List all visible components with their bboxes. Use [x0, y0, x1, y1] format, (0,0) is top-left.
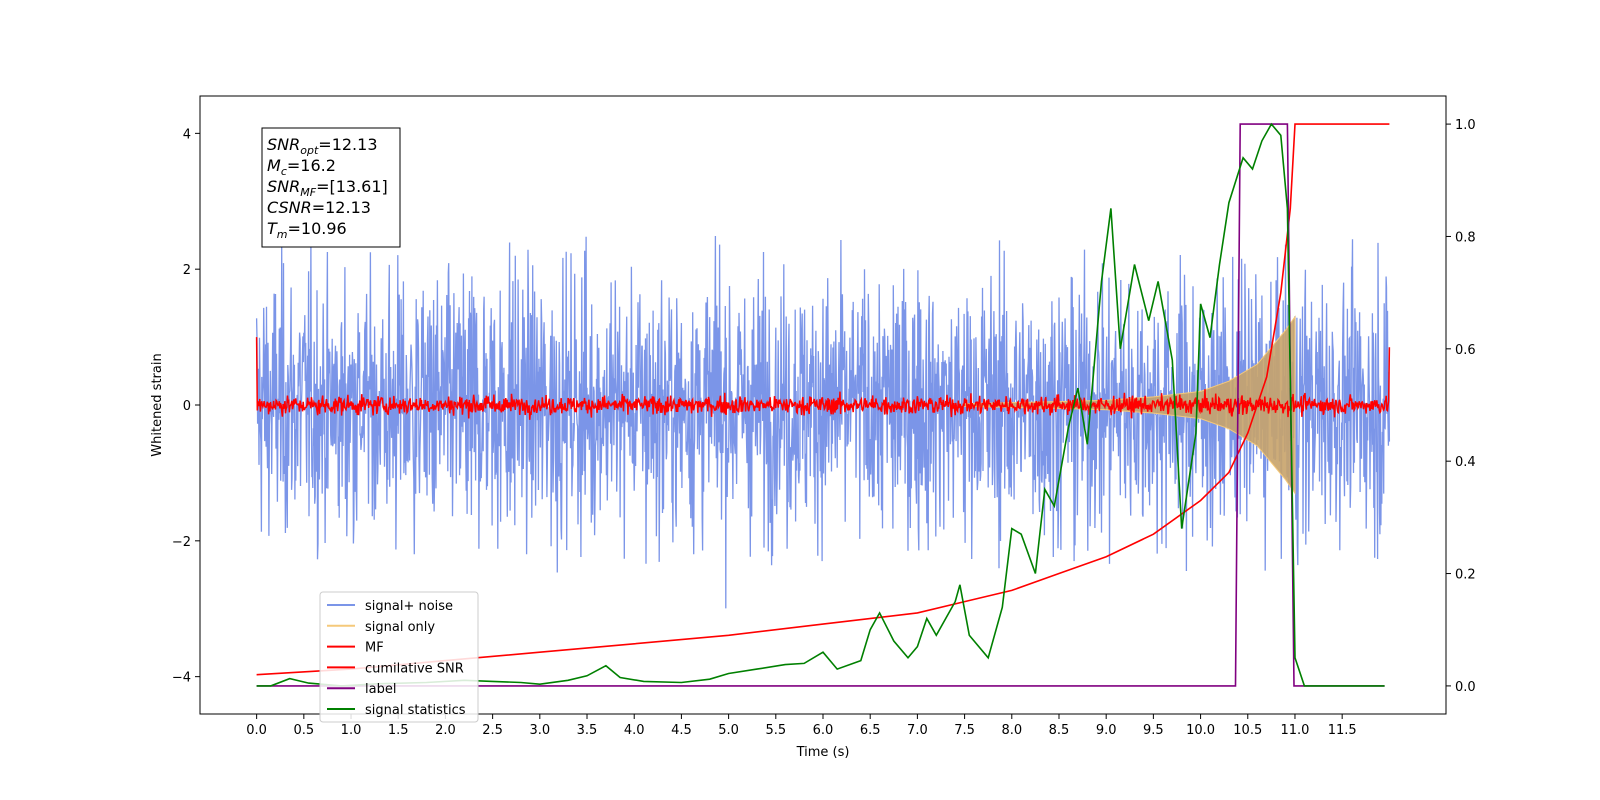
stat-line: SNRMF=[13.61] [267, 177, 388, 199]
series-signal-noise [255, 235, 1391, 609]
legend-entry: MF [365, 641, 384, 656]
x-tick-label: 6.0 [813, 723, 834, 738]
x-tick-label: 7.0 [907, 723, 928, 738]
x-tick-label: 7.5 [954, 723, 975, 738]
x-tick-label: 8.5 [1049, 723, 1070, 738]
y-right-tick-label: 0.8 [1455, 230, 1476, 245]
y-right-tick-label: 0.6 [1455, 343, 1476, 358]
stat-line: CSNR=12.13 [267, 198, 371, 217]
x-axis: 0.0 0.5 1.0 1.5 2.0 2.5 3.0 3.5 4.0 4.5 5.0 5.5 6.0 6… [246, 714, 1357, 738]
stat-line: SNRopt=12.13 [267, 135, 378, 157]
legend-entry: cumilative SNR [365, 661, 464, 676]
x-tick-label: 3.0 [529, 723, 550, 738]
y-right-tick-label: 0.2 [1455, 568, 1476, 583]
stat-line: Tm=10.96 [267, 219, 347, 241]
series-mf [255, 337, 1391, 420]
y-axis-right: 1.0 0.8 0.6 0.4 0.2 0.0 [1446, 118, 1476, 695]
x-tick-label: 3.5 [577, 723, 598, 738]
y-tick-label: −4 [172, 671, 191, 686]
x-axis-label: Time (s) [796, 745, 850, 760]
x-tick-label: 2.5 [482, 723, 503, 738]
x-tick-label: 4.5 [671, 723, 692, 738]
legend: signal+ noise signal only MF cumilative SNR… [319, 591, 479, 723]
x-tick-label: 10.5 [1233, 723, 1262, 738]
x-tick-label: 8.0 [1001, 723, 1022, 738]
x-tick-label: 5.5 [765, 723, 786, 738]
legend-entry: label [365, 682, 396, 697]
legend-entry: signal statistics [365, 703, 466, 718]
x-tick-label: 4.0 [624, 723, 645, 738]
y-right-tick-label: 1.0 [1455, 118, 1476, 133]
y-tick-label: 2 [183, 263, 191, 278]
y-tick-label: 0 [183, 399, 191, 414]
y-tick-label: 4 [183, 127, 191, 142]
legend-entry: signal+ noise [365, 599, 453, 614]
x-tick-label: 5.0 [718, 723, 739, 738]
stat-line: Mc=16.2 [267, 156, 336, 178]
stats-box-frame [261, 127, 401, 248]
x-tick-label: 10.0 [1186, 723, 1215, 738]
y-tick-label: −2 [172, 535, 191, 550]
legend-frame [319, 591, 479, 723]
x-tick-label: 11.5 [1328, 723, 1357, 738]
x-tick-label: 6.5 [860, 723, 881, 738]
x-tick-label: 0.0 [246, 723, 267, 738]
x-tick-label: 2.0 [435, 723, 456, 738]
stats-box: SNRopt=12.13Mc=16.2SNRMF=[13.61]CSNR=12.… [261, 127, 401, 248]
series-cumulative-snr [256, 123, 1390, 676]
x-tick-label: 9.0 [1096, 723, 1117, 738]
x-tick-label: 9.5 [1143, 723, 1164, 738]
x-tick-label: 0.5 [293, 723, 314, 738]
y-axis-left: 4 2 0 −2 −4 [172, 127, 200, 686]
x-tick-label: 11.0 [1280, 723, 1309, 738]
y-axis-label: Whitened strain [150, 353, 165, 456]
x-tick-label: 1.0 [341, 723, 362, 738]
plot-area [255, 122, 1391, 687]
legend-entry: signal only [365, 620, 435, 635]
y-right-tick-label: 0.0 [1455, 680, 1476, 695]
y-right-tick-label: 0.4 [1455, 455, 1476, 470]
series-signal-statistics [256, 122, 1385, 687]
x-tick-label: 1.5 [388, 723, 409, 738]
